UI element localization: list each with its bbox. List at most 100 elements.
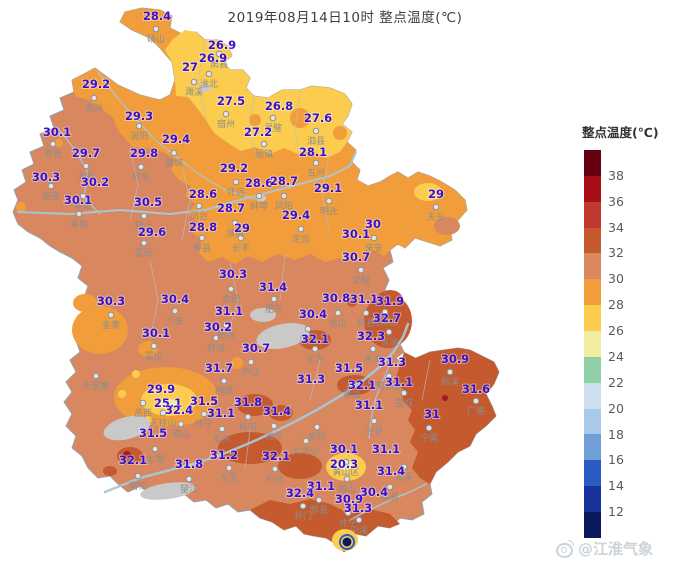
temp-label: 30.7 bbox=[242, 341, 270, 355]
station-dot bbox=[150, 342, 158, 350]
region-32-34-southeast bbox=[394, 348, 499, 484]
orange-spot bbox=[333, 126, 347, 140]
temp-label: 28.6 bbox=[189, 187, 217, 201]
temp-label: 28.7 bbox=[217, 201, 245, 215]
station-dot bbox=[370, 417, 378, 425]
temp-label: 27.5 bbox=[217, 94, 245, 108]
watermark-text: @江淮气象 bbox=[578, 540, 654, 558]
city-label: 宣城 bbox=[395, 397, 413, 409]
station-dot bbox=[47, 182, 55, 190]
temp-label: 26.9 bbox=[208, 38, 236, 52]
station-dot bbox=[151, 445, 159, 453]
legend-color-cell bbox=[584, 486, 601, 513]
xinan-river bbox=[349, 483, 427, 521]
station-dot bbox=[220, 377, 228, 385]
rust-patch-tongcheng bbox=[237, 394, 273, 416]
city-label: 东至 bbox=[220, 472, 238, 484]
station-dot bbox=[312, 159, 320, 167]
city-label: 望江 bbox=[180, 483, 198, 495]
station-dot bbox=[260, 140, 268, 148]
legend-color-cell bbox=[584, 253, 601, 280]
temp-label: 27.6 bbox=[304, 111, 332, 125]
temp-label: 31.5 bbox=[139, 426, 167, 440]
city-label: 黄山区 bbox=[332, 466, 359, 478]
temp-label: 32.1 bbox=[119, 453, 147, 467]
temp-label: 30.7 bbox=[342, 250, 370, 264]
temp-label: 29.4 bbox=[282, 208, 310, 222]
station-dots-layer bbox=[47, 25, 480, 524]
temp-label: 31.1 bbox=[355, 398, 383, 412]
city-label: 休宁 bbox=[339, 517, 357, 529]
station-dot bbox=[170, 149, 178, 157]
station-dot bbox=[325, 197, 333, 205]
region-32-34-south-band bbox=[250, 499, 400, 552]
city-label: 泾县 bbox=[365, 425, 383, 437]
temp-label: 31.8 bbox=[175, 457, 203, 471]
city-label: 九华山 bbox=[292, 445, 319, 457]
city-label: 繁昌 bbox=[343, 388, 361, 400]
station-dot bbox=[82, 162, 90, 170]
orange-spot bbox=[16, 202, 26, 212]
city-label: 怀宁 bbox=[195, 418, 213, 430]
temp-label: 28.7 bbox=[270, 174, 298, 188]
station-dot bbox=[385, 372, 393, 380]
station-dot bbox=[425, 424, 433, 432]
temp-label: 31.1 bbox=[307, 479, 335, 493]
temp-label: 31.4 bbox=[259, 280, 287, 294]
station-dot bbox=[171, 307, 179, 315]
temp-label: 32.7 bbox=[373, 311, 401, 325]
temp-label: 30 bbox=[365, 217, 381, 231]
temp-label: 26.8 bbox=[265, 99, 293, 113]
city-label: 来安 bbox=[365, 242, 383, 254]
temp-label: 29.2 bbox=[82, 77, 110, 91]
station-dot bbox=[231, 219, 239, 227]
station-dot bbox=[400, 463, 408, 471]
legend-tick-label: 14 bbox=[608, 478, 624, 494]
city-label: 颍上 bbox=[135, 220, 153, 232]
city-label: 定远 bbox=[292, 233, 310, 245]
city-label: 宿松 bbox=[129, 480, 147, 492]
station-dot bbox=[255, 192, 263, 200]
city-label: 涡阳 bbox=[130, 131, 148, 142]
orange-patch-jinzhai bbox=[72, 306, 128, 354]
city-label: 长丰 bbox=[232, 242, 250, 254]
city-label: 桐城 bbox=[215, 385, 233, 397]
huaibei-gray bbox=[199, 84, 211, 92]
temp-label: 31.1 bbox=[350, 292, 378, 306]
rust-patch-susong bbox=[103, 466, 117, 476]
station-dot bbox=[140, 239, 148, 247]
legend-tick-label: 32 bbox=[608, 245, 624, 261]
legend-tick-label: 12 bbox=[608, 504, 624, 520]
city-label: 淮北 bbox=[200, 79, 218, 90]
city-label: 广德 bbox=[467, 405, 485, 417]
orange-spot bbox=[231, 357, 243, 369]
legend: 整点温度(℃) 38 36 34 32 30 28 26 24 22 20 18 16 14 12 bbox=[582, 122, 688, 538]
station-dot bbox=[344, 509, 352, 517]
station-dot bbox=[159, 409, 167, 417]
station-dot bbox=[472, 397, 480, 405]
huai-river bbox=[17, 151, 357, 215]
station-dot bbox=[270, 295, 278, 303]
city-label: 舒城 bbox=[207, 342, 225, 354]
temp-label: 30.1 bbox=[43, 125, 71, 139]
city-label: 萧县 bbox=[210, 58, 228, 70]
anomaly-cold-dot bbox=[342, 537, 352, 547]
temp-label: 25.1 bbox=[154, 396, 182, 410]
station-dot bbox=[222, 321, 230, 329]
city-label: 凤台 bbox=[190, 210, 208, 222]
station-dot bbox=[215, 50, 223, 58]
city-label: 明光 bbox=[320, 205, 338, 217]
rust-patch-zongyang bbox=[269, 405, 293, 421]
city-label: 肥西 bbox=[217, 330, 235, 341]
city-label: 砀山 bbox=[147, 34, 165, 45]
legend-tick-label: 20 bbox=[608, 400, 624, 416]
station-dot bbox=[107, 311, 115, 319]
legend-color-cell bbox=[584, 512, 601, 538]
station-dot bbox=[355, 516, 363, 524]
station-dot bbox=[200, 410, 208, 418]
temp-label: 20.3 bbox=[330, 457, 358, 471]
city-label: 凤阳 bbox=[275, 201, 293, 212]
temp-label: 31.3 bbox=[378, 355, 406, 369]
map-title: 2019年08月14日10时 整点温度(℃) bbox=[227, 10, 463, 26]
temp-label: 29 bbox=[428, 187, 444, 201]
